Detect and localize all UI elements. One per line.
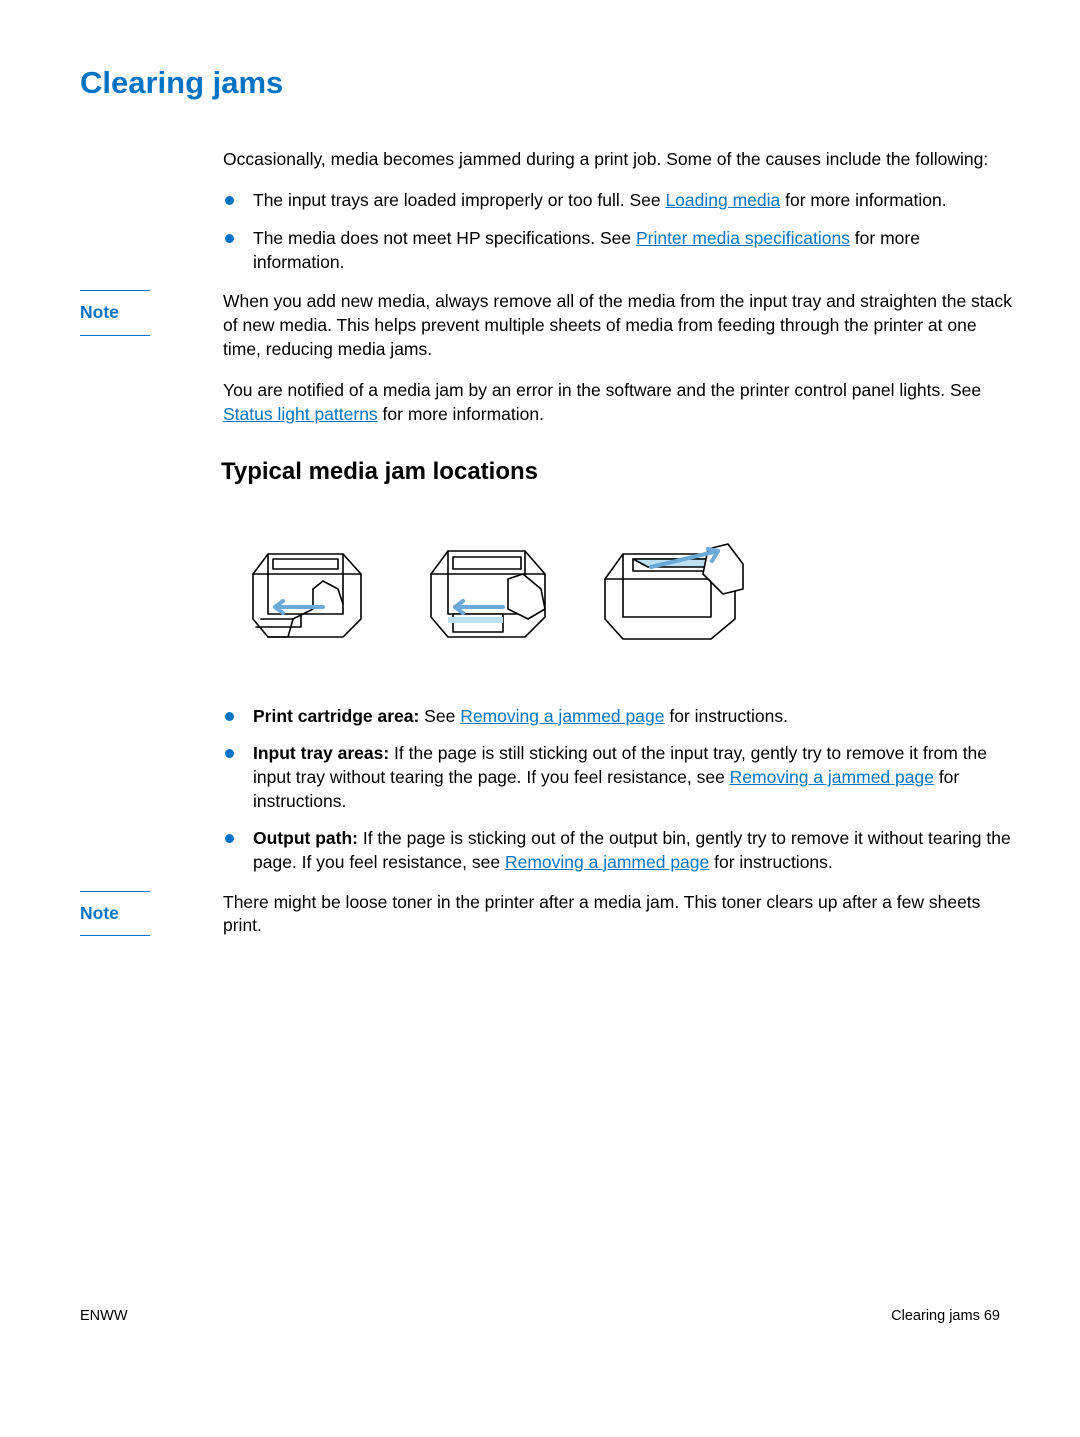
intro-paragraph: Occasionally, media becomes jammed durin… — [223, 148, 1013, 172]
removing-jammed-page-link[interactable]: Removing a jammed page — [730, 767, 934, 787]
jam-locations-list: Print cartridge area: See Removing a jam… — [223, 705, 1013, 875]
note-block: Note There might be loose toner in the p… — [223, 891, 1013, 938]
note-label: Note — [80, 290, 150, 336]
section-heading: Typical media jam locations — [221, 456, 1013, 488]
list-item: The input trays are loaded improperly or… — [253, 189, 1013, 213]
note-body: When you add new media, always remove al… — [223, 290, 1013, 361]
loading-media-link[interactable]: Loading media — [665, 190, 780, 210]
removing-jammed-page-link[interactable]: Removing a jammed page — [505, 852, 709, 872]
note-block: Note When you add new media, always remo… — [223, 290, 1013, 361]
text: You are notified of a media jam by an er… — [223, 380, 981, 400]
page-heading: Clearing jams — [80, 62, 1000, 104]
document-page: Clearing jams Occasionally, media become… — [0, 0, 1080, 1437]
footer-left: ENWW — [80, 1307, 128, 1327]
printer-jam-illustration-1 — [233, 519, 383, 669]
text-bold: Output path: — [253, 828, 358, 848]
note-label: Note — [80, 891, 150, 937]
text: See — [419, 706, 460, 726]
page-footer: ENWW Clearing jams 69 — [80, 1307, 1000, 1327]
note-body: There might be loose toner in the printe… — [223, 891, 1013, 938]
list-item: Print cartridge area: See Removing a jam… — [253, 705, 1013, 729]
figure-row — [233, 519, 1013, 669]
text: for more information. — [780, 190, 946, 210]
list-item: Input tray areas: If the page is still s… — [253, 742, 1013, 813]
status-paragraph: You are notified of a media jam by an er… — [223, 379, 1013, 426]
text: for instructions. — [709, 852, 833, 872]
list-item: Output path: If the page is sticking out… — [253, 827, 1013, 874]
text: The media does not meet HP specification… — [253, 228, 636, 248]
text-bold: Input tray areas: — [253, 743, 389, 763]
list-item: The media does not meet HP specification… — [253, 227, 1013, 274]
removing-jammed-page-link[interactable]: Removing a jammed page — [460, 706, 664, 726]
printer-jam-illustration-3 — [593, 519, 753, 669]
text: for more information. — [378, 404, 544, 424]
footer-section-title: Clearing jams — [891, 1308, 980, 1324]
text-bold: Print cartridge area: — [253, 706, 419, 726]
footer-right: Clearing jams 69 — [891, 1307, 1000, 1327]
text: The input trays are loaded improperly or… — [253, 190, 665, 210]
status-light-patterns-link[interactable]: Status light patterns — [223, 404, 378, 424]
printer-media-spec-link[interactable]: Printer media specifications — [636, 228, 850, 248]
text: for instructions. — [664, 706, 788, 726]
printer-jam-illustration-2 — [413, 519, 563, 669]
causes-list: The input trays are loaded improperly or… — [223, 189, 1013, 274]
content-column: Occasionally, media becomes jammed durin… — [223, 148, 1013, 938]
page-number: 69 — [984, 1308, 1000, 1324]
